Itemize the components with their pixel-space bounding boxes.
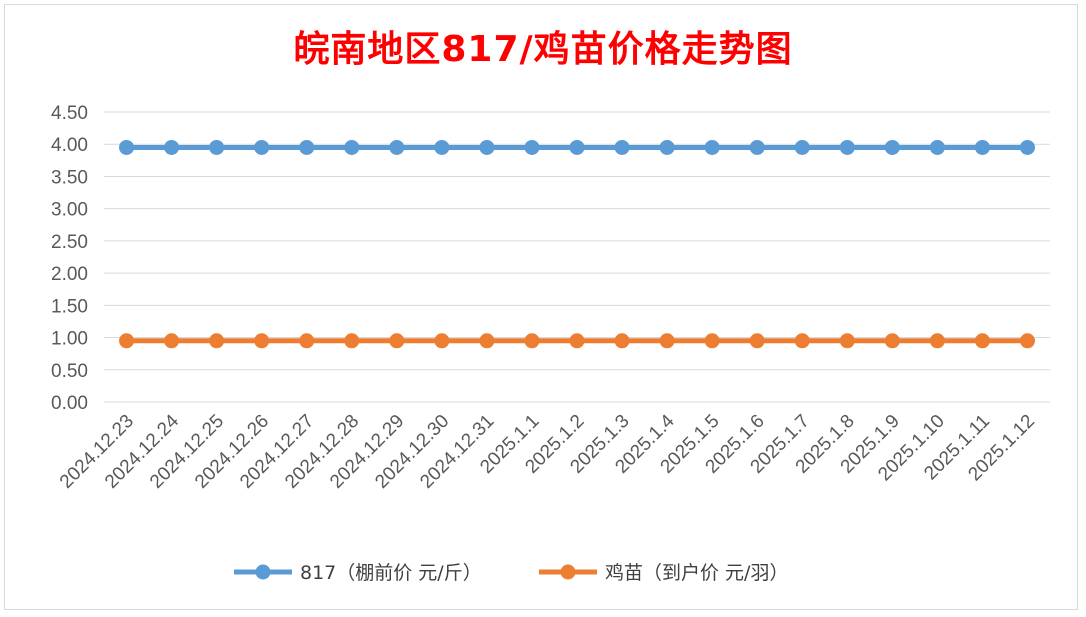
data-point	[299, 139, 315, 155]
data-point	[794, 333, 810, 349]
legend-label: 鸡苗（到户价 元/羽）	[605, 562, 788, 584]
data-point	[434, 139, 450, 155]
gridlines	[104, 111, 1050, 403]
data-point	[479, 333, 495, 349]
data-point	[209, 139, 225, 155]
y-tick-label: 4.50	[51, 103, 88, 124]
data-point	[299, 333, 315, 349]
y-tick-label: 1.50	[51, 296, 88, 317]
data-point	[524, 333, 540, 349]
y-axis-ticks: 0.00 0.50 1.00 1.50 2.00 2.50 3.00 3.50 4.00 4.50	[51, 103, 88, 414]
y-tick-label: 2.50	[51, 232, 88, 253]
y-tick-label: 2.00	[51, 264, 88, 285]
legend: 817（棚前价 元/斤） 鸡苗（到户价 元/羽）	[234, 562, 788, 584]
legend-marker	[255, 564, 271, 580]
data-point	[884, 139, 900, 155]
legend-marker	[560, 564, 576, 580]
data-point	[749, 139, 765, 155]
data-point	[929, 333, 945, 349]
data-point	[254, 139, 270, 155]
data-point	[1019, 139, 1035, 155]
data-point	[344, 333, 360, 349]
y-tick-label: 0.00	[51, 393, 88, 414]
data-point	[569, 333, 585, 349]
data-point	[209, 333, 225, 349]
plot-series	[119, 139, 1035, 349]
y-tick-label: 1.00	[51, 329, 88, 350]
data-point	[119, 333, 135, 349]
data-point	[794, 139, 810, 155]
data-point	[524, 139, 540, 155]
data-point	[569, 139, 585, 155]
data-point	[389, 139, 405, 155]
data-point	[974, 139, 990, 155]
data-point	[659, 139, 675, 155]
data-point	[164, 333, 180, 349]
data-point	[749, 333, 765, 349]
data-point	[704, 139, 720, 155]
data-point	[119, 139, 135, 155]
data-point	[884, 333, 900, 349]
x-axis-ticks: 2024.12.232024.12.242024.12.252024.12.26…	[56, 410, 1039, 492]
data-point	[974, 333, 990, 349]
y-tick-label: 3.50	[51, 167, 88, 188]
data-point	[839, 333, 855, 349]
data-point	[659, 333, 675, 349]
data-point	[929, 139, 945, 155]
y-tick-label: 4.00	[51, 135, 88, 156]
data-point	[389, 333, 405, 349]
data-point	[479, 139, 495, 155]
chart-title: 皖南地区817/鸡苗价格走势图	[293, 29, 793, 70]
legend-label: 817（棚前价 元/斤）	[300, 562, 482, 584]
y-tick-label: 3.00	[51, 200, 88, 221]
y-tick-label: 0.50	[51, 361, 88, 382]
data-point	[434, 333, 450, 349]
chart-frame	[4, 4, 1078, 610]
data-point	[344, 139, 360, 155]
data-point	[839, 139, 855, 155]
data-point	[164, 139, 180, 155]
data-point	[614, 333, 630, 349]
data-point	[1019, 333, 1035, 349]
data-point	[614, 139, 630, 155]
data-point	[704, 333, 720, 349]
data-point	[254, 333, 270, 349]
